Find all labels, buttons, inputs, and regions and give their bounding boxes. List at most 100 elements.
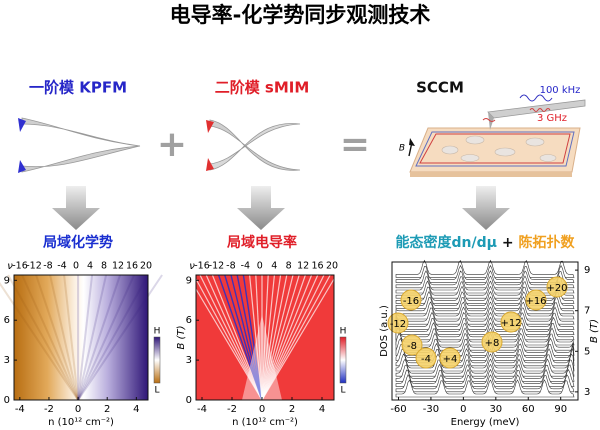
dos-trace — [395, 379, 575, 398]
heatmap-stripe — [261, 274, 306, 401]
y-tick-label: 6 — [186, 315, 192, 326]
x-tick-label: 2 — [104, 404, 110, 415]
title-part: + — [497, 235, 518, 251]
nu-tick-label: -4 — [241, 261, 250, 272]
nu-tick-label: -12 — [26, 261, 42, 272]
chern-marker — [546, 276, 568, 298]
y-tick-label: 3 — [4, 355, 10, 366]
y2-tick-label: 3 — [584, 387, 590, 398]
nu-tick-label: -12 — [209, 261, 225, 272]
y-tick-label: 9 — [4, 275, 10, 286]
heatmap-stripe — [217, 274, 263, 401]
nu-tick-label: 8 — [286, 261, 292, 272]
y-tick-label: 6 — [4, 315, 10, 326]
heatmap-stripe — [249, 274, 263, 401]
chern-label: -12 — [390, 319, 406, 330]
nu-tick-label: -8 — [226, 261, 235, 272]
dos-trace — [395, 264, 575, 283]
x-tick-label: 4 — [319, 404, 325, 415]
nu-tick-label: 4 — [87, 261, 93, 272]
chern-marker — [415, 347, 437, 369]
x-tick-label: 60 — [522, 404, 535, 415]
panel-title: 局域电导率 — [227, 234, 297, 251]
panel-title: 能态密度dn/dμ + 陈拓扑数 — [396, 234, 576, 251]
heatmap-stripe — [77, 274, 122, 401]
heatmap-stripe — [261, 274, 300, 401]
heatmap-stripe — [211, 274, 263, 401]
x-tick-label: 30 — [489, 404, 502, 415]
nu-tick-label: 8 — [101, 261, 107, 272]
heatmap-stripe — [199, 274, 263, 401]
colorbar — [153, 336, 161, 384]
page-title: 电导率-化学势同步观测技术 — [170, 3, 431, 27]
heatmap-stripe — [205, 274, 263, 401]
colorbar-label: H — [154, 327, 161, 337]
x-tick-label: 0 — [75, 404, 81, 415]
heatmap-stripe — [77, 274, 149, 401]
heatmap-stripe — [77, 274, 135, 401]
chern-label: -8 — [407, 341, 417, 352]
x-tick-label: -60 — [390, 404, 406, 415]
y-tick-label: 0 — [186, 395, 192, 406]
x-tick-label: 2 — [289, 404, 295, 415]
heatmap-stripe — [35, 274, 80, 401]
nu-tick-label: 12 — [112, 261, 124, 272]
x-axis-label: Energy (meV) — [451, 417, 520, 428]
heatmap-stripe — [193, 274, 263, 401]
y-tick-label: 3 — [186, 355, 192, 366]
heatmap-stripe — [261, 274, 282, 401]
method-label: 一阶模 KPFM — [29, 79, 127, 97]
heatmap-stripe — [261, 274, 294, 401]
nu-tick-label: 16 — [126, 261, 138, 272]
colorbar-label: H — [340, 327, 347, 337]
chern-marker — [481, 331, 503, 353]
title-part: 陈拓扑数 — [518, 234, 575, 251]
chern-marker — [500, 311, 522, 333]
colorbar-label: L — [154, 386, 159, 396]
y2-tick-label: 5 — [584, 346, 590, 357]
method-label: 二阶模 sMIM — [215, 79, 310, 97]
x-tick-label: 90 — [554, 404, 567, 415]
title-part: 局域化学势 — [43, 234, 113, 251]
field-label: B — [399, 144, 405, 154]
chern-label: +4 — [443, 354, 458, 365]
down-arrows — [52, 186, 510, 230]
panel-title: 局域化学势 — [43, 234, 113, 251]
x-axis-label: n (10¹² cm⁻²) — [232, 417, 298, 428]
sccm-cartoon — [408, 94, 586, 177]
heatmap-glow — [242, 315, 282, 400]
heatmap-stripe — [21, 274, 79, 401]
y-tick-label: 0 — [4, 395, 10, 406]
nu-tick-label: -4 — [57, 261, 66, 272]
x-axis-label: n (10¹² cm⁻²) — [48, 417, 114, 428]
chern-label: -16 — [403, 296, 419, 307]
y-axis-label: B (T) — [176, 326, 187, 350]
heatmap-stripe — [261, 274, 319, 401]
chern-marker — [400, 289, 422, 311]
chern-marker — [525, 289, 547, 311]
y2-tick-label: 7 — [584, 306, 590, 317]
heatmap-stripe — [49, 274, 80, 401]
y-tick-label: 9 — [186, 275, 192, 286]
colorbar-label: L — [340, 386, 345, 396]
y2-tick-label: 9 — [584, 265, 590, 276]
freq-label: 100 kHz — [540, 85, 581, 96]
heatmap-stripe — [261, 274, 331, 401]
title-part: 局域电导率 — [227, 234, 297, 251]
nu-tick-label: -16 — [12, 261, 28, 272]
kpfm-cartoon — [18, 117, 141, 173]
nu-tick-label: 0 — [73, 261, 79, 272]
heatmap-stripe — [7, 274, 79, 401]
chern-label: +12 — [500, 318, 521, 329]
heatmap-stripe — [77, 274, 108, 401]
heatmap-stripe — [261, 274, 313, 401]
nu-label: ν — [7, 261, 13, 272]
chern-marker — [439, 347, 461, 369]
x-tick-label: -2 — [44, 404, 54, 415]
nu-tick-label: 20 — [140, 261, 152, 272]
x-tick-label: 4 — [133, 404, 139, 415]
chern-marker — [401, 334, 423, 356]
nu-tick-label: -8 — [43, 261, 52, 272]
plot-frame — [391, 261, 579, 401]
